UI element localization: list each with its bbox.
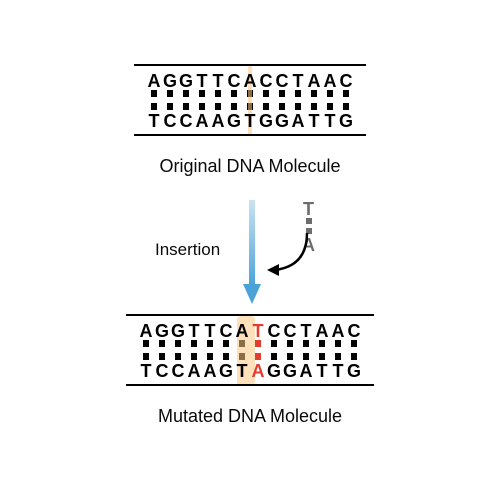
base: C — [226, 72, 242, 90]
base: G — [178, 72, 194, 90]
top-backbone — [126, 314, 374, 316]
base: A — [138, 322, 154, 340]
base: A — [306, 72, 322, 90]
mutated-dna: A G G T T C A T C C T A A C T C C A A G … — [126, 320, 374, 380]
base: A — [314, 322, 330, 340]
bond — [154, 340, 170, 362]
base: A — [298, 362, 314, 380]
base: A — [242, 72, 258, 90]
original-caption: Original DNA Molecule — [159, 156, 340, 177]
bottom-strand: T C C A A G T A G G A T T G — [126, 362, 374, 380]
bottom-strand: T C C A A G T G G A T T G — [134, 112, 366, 130]
base: A — [194, 112, 210, 130]
curved-arrow-icon — [265, 228, 320, 288]
base: T — [146, 112, 162, 130]
base: A — [234, 322, 250, 340]
bond — [146, 90, 162, 112]
base: T — [242, 112, 258, 130]
bond — [178, 90, 194, 112]
base: A — [330, 322, 346, 340]
bond — [298, 340, 314, 362]
base: C — [346, 322, 362, 340]
bond — [202, 340, 218, 362]
base: G — [154, 322, 170, 340]
base: T — [322, 112, 338, 130]
base: C — [274, 72, 290, 90]
bond — [138, 340, 154, 362]
base: G — [266, 362, 282, 380]
base: C — [282, 322, 298, 340]
base: A — [202, 362, 218, 380]
bond — [338, 90, 354, 112]
base: A — [146, 72, 162, 90]
base: C — [162, 112, 178, 130]
base: T — [298, 322, 314, 340]
base: C — [154, 362, 170, 380]
base: T — [202, 322, 218, 340]
base: T — [314, 362, 330, 380]
bond — [274, 90, 290, 112]
base: G — [274, 112, 290, 130]
base: T — [194, 72, 210, 90]
bond — [314, 340, 330, 362]
mutated-caption: Mutated DNA Molecule — [158, 406, 342, 427]
base: T — [330, 362, 346, 380]
bond — [282, 340, 298, 362]
bond — [258, 90, 274, 112]
base: G — [258, 112, 274, 130]
bond — [330, 340, 346, 362]
base: C — [178, 112, 194, 130]
bond — [290, 90, 306, 112]
base: G — [282, 362, 298, 380]
base: G — [346, 362, 362, 380]
top-backbone — [134, 64, 366, 66]
base: A — [186, 362, 202, 380]
bottom-backbone — [126, 384, 374, 386]
base: A — [322, 72, 338, 90]
bond — [266, 340, 282, 362]
bottom-backbone — [134, 134, 366, 136]
base: C — [258, 72, 274, 90]
insert-top-base: T — [302, 200, 315, 218]
base: G — [218, 362, 234, 380]
base: A — [290, 112, 306, 130]
bond — [346, 340, 362, 362]
bond — [210, 90, 226, 112]
bond — [306, 90, 322, 112]
top-strand: A G G T T C A C C T A A C — [134, 72, 366, 90]
original-dna: A G G T T C A C C T A A C T C C A A G T … — [134, 70, 366, 130]
inserted-base: A — [250, 362, 266, 380]
top-strand: A G G T T C A T C C T A A C — [126, 322, 374, 340]
base: C — [218, 322, 234, 340]
base: C — [170, 362, 186, 380]
base: C — [338, 72, 354, 90]
base: C — [266, 322, 282, 340]
base: T — [138, 362, 154, 380]
base: T — [290, 72, 306, 90]
bond — [226, 90, 242, 112]
base: T — [234, 362, 250, 380]
bond — [218, 340, 234, 362]
bond — [322, 90, 338, 112]
base: T — [186, 322, 202, 340]
bond — [162, 90, 178, 112]
base: T — [306, 112, 322, 130]
arrow-down-icon — [243, 200, 261, 309]
bond — [194, 90, 210, 112]
base: T — [210, 72, 226, 90]
bond — [186, 340, 202, 362]
base: G — [170, 322, 186, 340]
inserted-base: T — [250, 322, 266, 340]
base: G — [226, 112, 242, 130]
base: A — [210, 112, 226, 130]
base: G — [162, 72, 178, 90]
base: G — [338, 112, 354, 130]
process-label: Insertion — [155, 240, 220, 260]
bond — [170, 340, 186, 362]
